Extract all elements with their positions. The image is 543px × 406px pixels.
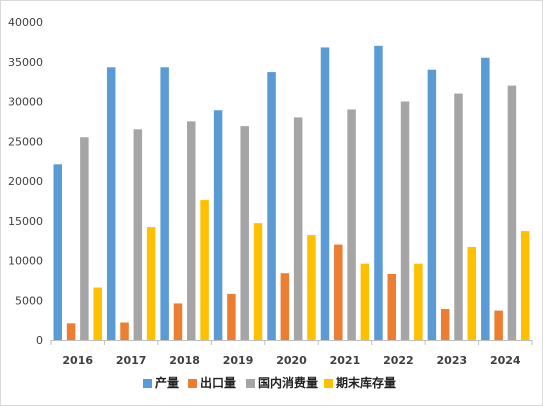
bar-4-2016 <box>93 287 102 340</box>
bar-3-2016 <box>80 137 89 340</box>
y-tick-label: 35000 <box>8 56 43 69</box>
x-tick-label: 2024 <box>490 354 521 367</box>
legend-swatch <box>246 379 255 388</box>
bar-3-2020 <box>293 117 303 341</box>
bar-1-2021 <box>320 47 330 340</box>
legend-swatch <box>188 379 197 388</box>
bar-3-2022 <box>400 101 410 340</box>
bar-2-2024 <box>494 310 503 340</box>
x-tick-label: 2020 <box>276 354 307 367</box>
bar-3-2017 <box>133 129 143 340</box>
legend-label: 国内消费量 <box>258 375 318 390</box>
bar-1-2020 <box>267 72 276 341</box>
bar-4-2021 <box>360 263 370 340</box>
bar-2-2018 <box>173 303 183 340</box>
bar-4-2023 <box>467 246 477 340</box>
bar-3-2024 <box>507 85 517 340</box>
bar-1-2017 <box>106 67 116 340</box>
x-tick-label: 2016 <box>62 354 93 367</box>
y-tick-label: 25000 <box>8 135 43 148</box>
legend-label: 期末库存量 <box>336 375 396 390</box>
bar-1-2016 <box>53 164 63 340</box>
y-tick-label: 5000 <box>15 294 43 307</box>
bar-4-2024 <box>520 231 530 340</box>
bar-3-2019 <box>240 126 249 341</box>
bar-1-2022 <box>374 45 383 340</box>
bar-1-2024 <box>481 57 490 341</box>
bar-3-2023 <box>454 93 463 340</box>
y-tick-label: 10000 <box>8 255 43 268</box>
legend-label: 出口量 <box>200 375 236 390</box>
bar-1-2019 <box>213 110 223 341</box>
bar-2-2022 <box>387 274 396 340</box>
bar-1-2018 <box>160 67 169 340</box>
bar-1-2023 <box>427 69 437 340</box>
bar-3-2021 <box>347 109 356 340</box>
y-tick-label: 15000 <box>8 215 43 228</box>
bar-4-2022 <box>414 263 423 340</box>
x-tick-label: 2023 <box>437 354 468 367</box>
x-tick-label: 2022 <box>383 354 414 367</box>
bar-2-2021 <box>334 244 343 340</box>
y-tick-label: 40000 <box>8 16 43 29</box>
x-tick-label: 2021 <box>330 354 361 367</box>
x-tick-label: 2017 <box>116 354 147 367</box>
x-tick-label: 2019 <box>223 354 254 367</box>
legend-swatch <box>143 379 152 388</box>
legend-label: 产量 <box>155 375 179 390</box>
bar-4-2017 <box>146 227 156 340</box>
bar-4-2019 <box>253 223 263 340</box>
y-tick-label: 0 <box>36 334 43 347</box>
legend-swatch <box>324 379 333 388</box>
y-tick-label: 30000 <box>8 96 43 109</box>
y-tick-label: 20000 <box>8 175 43 188</box>
bar-2-2016 <box>66 323 76 340</box>
bar-2-2019 <box>227 293 236 340</box>
bar-4-2020 <box>307 235 316 340</box>
bar-2-2017 <box>120 322 129 340</box>
bar-2-2023 <box>440 308 450 340</box>
x-tick-label: 2018 <box>169 354 200 367</box>
bar-2-2020 <box>280 273 290 340</box>
bar-3-2018 <box>187 121 196 340</box>
bar-4-2018 <box>200 200 209 340</box>
